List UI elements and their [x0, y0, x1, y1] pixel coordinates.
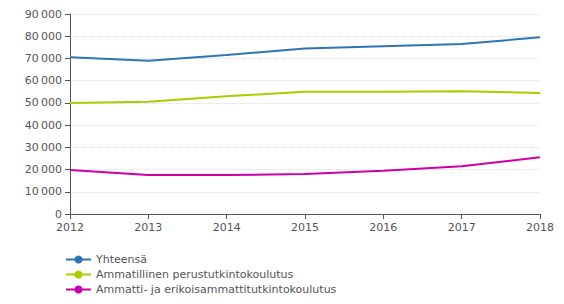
svg-text:2017: 2017 [448, 221, 476, 234]
svg-text:2014: 2014 [213, 221, 241, 234]
svg-text:60 000: 60 000 [25, 74, 62, 87]
svg-text:2012: 2012 [56, 221, 84, 234]
svg-text:70 000: 70 000 [25, 52, 62, 65]
svg-text:30 000: 30 000 [25, 141, 62, 154]
svg-text:50 000: 50 000 [25, 96, 62, 109]
svg-text:0: 0 [55, 208, 62, 221]
svg-text:90 000: 90 000 [25, 8, 62, 21]
svg-text:Ammatti- ja erikoisammattitutk: Ammatti- ja erikoisammattitutkintokoulut… [96, 283, 337, 296]
svg-text:20 000: 20 000 [25, 163, 62, 176]
svg-text:40 000: 40 000 [25, 119, 62, 132]
svg-text:2018: 2018 [526, 221, 554, 234]
svg-text:Ammatillinen perustutkintokoul: Ammatillinen perustutkintokoulutus [96, 268, 293, 281]
svg-text:2013: 2013 [134, 221, 162, 234]
svg-text:2016: 2016 [369, 221, 397, 234]
svg-text:10 000: 10 000 [25, 185, 62, 198]
svg-text:Yhteensä: Yhteensä [95, 253, 147, 266]
svg-text:80 000: 80 000 [25, 30, 62, 43]
svg-text:2015: 2015 [291, 221, 319, 234]
